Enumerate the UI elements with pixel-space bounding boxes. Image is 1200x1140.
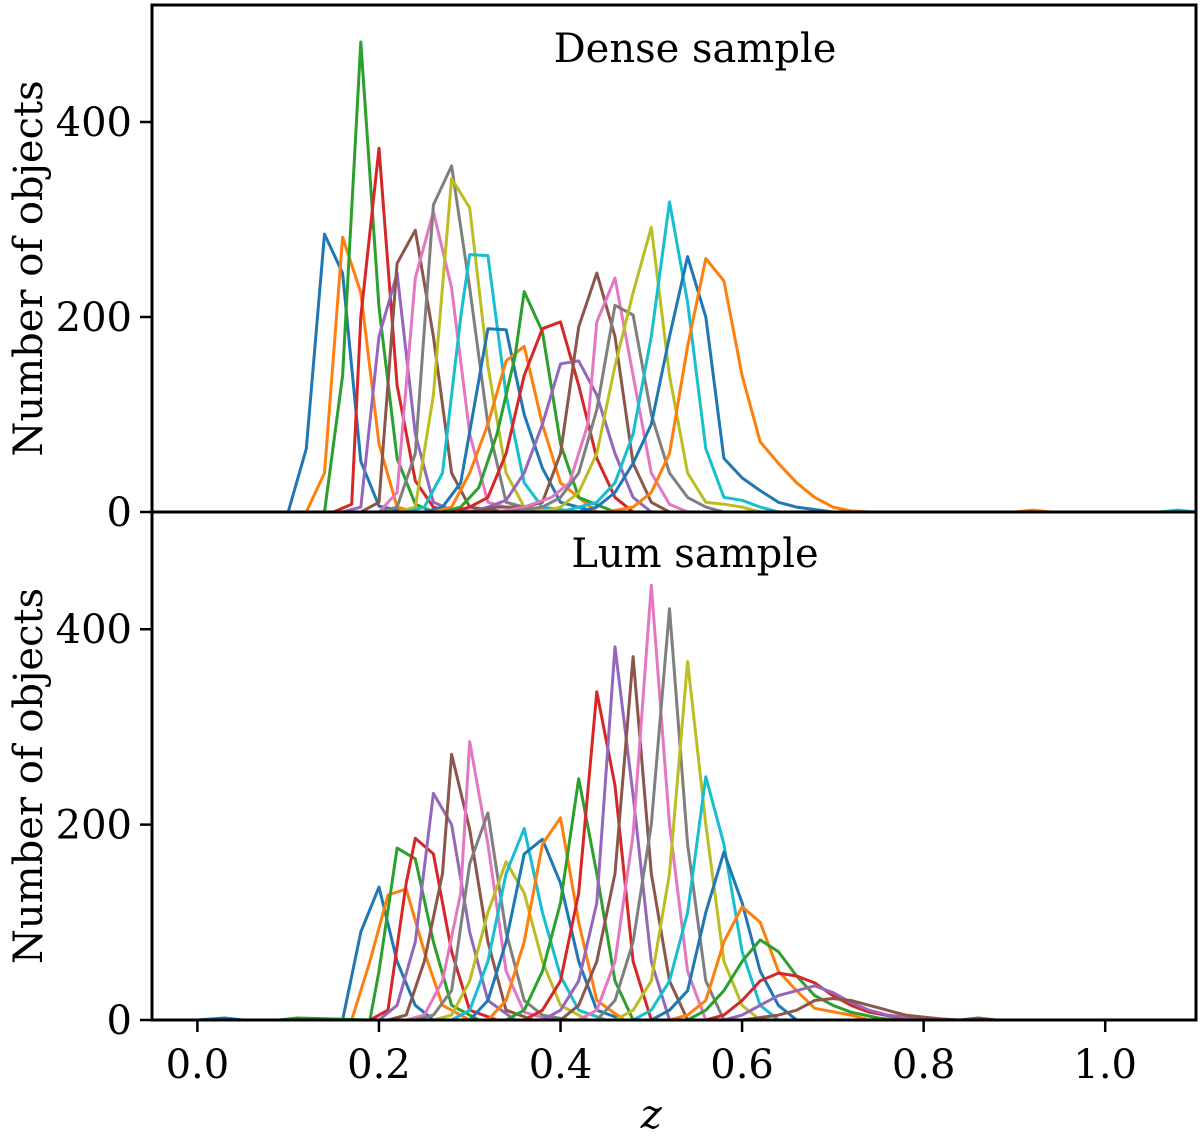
series-line-15 xyxy=(195,359,1198,514)
series-line-25 xyxy=(195,984,1198,1022)
series-line-15 xyxy=(195,645,1198,1022)
series-line-8 xyxy=(195,164,1198,514)
x-axis-label: z xyxy=(640,1092,663,1138)
x-tick-label: 0.2 xyxy=(347,1042,411,1088)
y-tick-label: 0 xyxy=(107,490,132,536)
series-line-23 xyxy=(195,938,1198,1022)
series-line-16 xyxy=(195,271,1198,514)
series-line-19 xyxy=(195,225,1198,514)
series-line-4 xyxy=(195,836,1198,1022)
series-line-7 xyxy=(195,210,1198,514)
y-ticks: 0 200 400 xyxy=(56,607,152,1044)
series-line-3 xyxy=(195,40,1198,514)
x-tick-label: 0.0 xyxy=(166,1042,230,1088)
x-ticks: 0.0 0.2 0.4 0.6 0.8 1.0 xyxy=(166,1020,1137,1088)
series-line-14 xyxy=(195,320,1198,514)
y-tick-label: 200 xyxy=(56,295,132,341)
series-line-9 xyxy=(195,177,1198,514)
series-line-18 xyxy=(195,607,1198,1022)
y-tick-label: 200 xyxy=(56,803,132,849)
series-line-13 xyxy=(195,290,1198,514)
series-group xyxy=(195,40,1198,514)
y-ticks: 0 200 400 xyxy=(56,100,152,536)
series-line-12 xyxy=(195,816,1198,1022)
series-line-22 xyxy=(195,905,1198,1022)
series-line-17 xyxy=(195,583,1198,1022)
series-line-11 xyxy=(195,327,1198,514)
panel-lum: 0 200 400 0.0 0.2 0.4 0.6 0.8 1.0 Lum sample Nu… xyxy=(6,510,1198,1138)
series-line-5 xyxy=(195,791,1198,1022)
y-tick-label: 400 xyxy=(56,607,132,653)
y-tick-label: 400 xyxy=(56,100,132,146)
series-line-9 xyxy=(195,860,1198,1022)
x-tick-label: 0.8 xyxy=(892,1042,956,1088)
series-line-11 xyxy=(195,837,1198,1022)
series-line-21 xyxy=(195,850,1198,1022)
series-line-21 xyxy=(195,255,1198,514)
series-line-18 xyxy=(195,303,1198,514)
y-axis-label: Number of objects xyxy=(6,588,52,964)
x-tick-label: 0.4 xyxy=(529,1042,593,1088)
series-line-20 xyxy=(195,775,1198,1022)
y-tick-label: 0 xyxy=(107,998,132,1044)
x-tick-label: 1.0 xyxy=(1073,1042,1137,1088)
series-line-12 xyxy=(195,344,1198,514)
series-group xyxy=(195,583,1198,1022)
panel-title: Dense sample xyxy=(554,26,837,72)
series-line-7 xyxy=(195,740,1198,1022)
plot-frame xyxy=(150,510,1198,1022)
series-line-14 xyxy=(195,690,1198,1022)
panel-title: Lum sample xyxy=(571,531,818,577)
panel-dense: 0 200 400 Dense sample Number of objects xyxy=(6,3,1198,536)
x-tick-label: 0.6 xyxy=(710,1042,774,1088)
series-line-6 xyxy=(195,752,1198,1022)
y-axis-label: Number of objects xyxy=(6,80,52,456)
series-line-10 xyxy=(195,253,1198,514)
series-line-13 xyxy=(195,777,1198,1022)
series-line-17 xyxy=(195,276,1198,514)
